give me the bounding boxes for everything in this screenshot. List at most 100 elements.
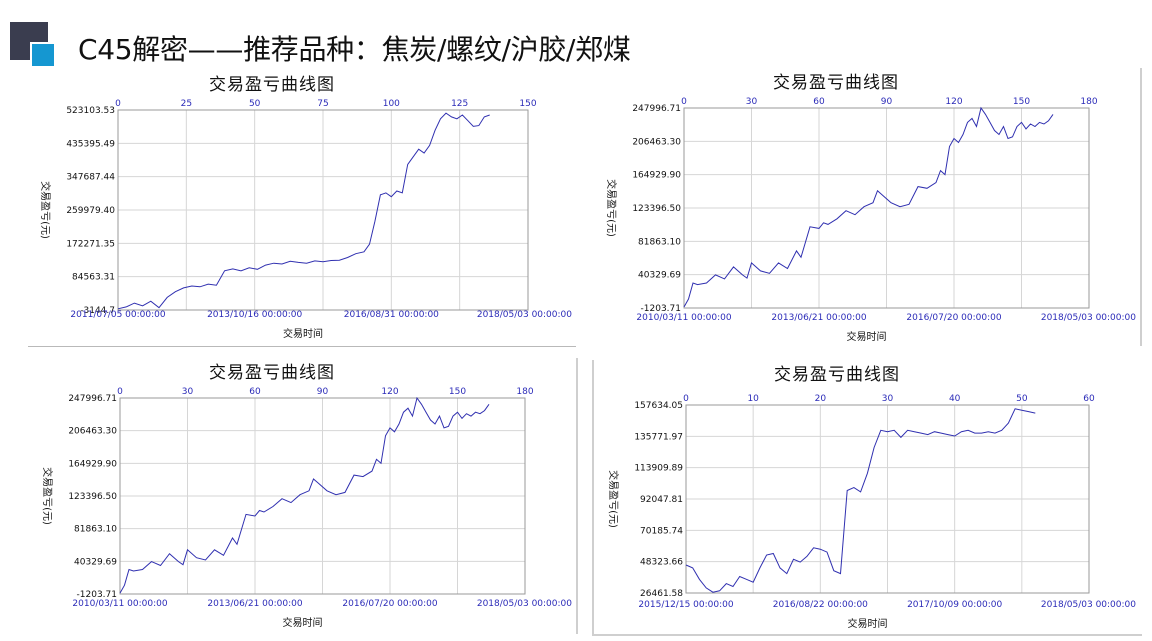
chart-panel-3: 交易盈亏曲线图 0 30 60 90 120 150 180 -1203.71 40329.69 8… <box>28 358 578 634</box>
x-axis-date-label: 2017/10/09 00:00:00 <box>907 600 1002 610</box>
y-axis-tick-label: 164929.90 <box>632 171 681 181</box>
y-axis-tick-label: 135771.97 <box>634 432 683 442</box>
y-axis-tick-label: 157634.05 <box>634 401 683 411</box>
chart-panel-2: 交易盈亏曲线图 0 30 60 90 120 150 180 -1203.71 40329.69 8… <box>592 68 1142 346</box>
x-axis-date-label: 2011/07/05 00:00:00 <box>70 310 165 320</box>
y-axis-label: 交易盈亏(元) <box>39 181 52 239</box>
chart-title: 交易盈亏曲线图 <box>209 75 335 95</box>
chart-panel-1: 交易盈亏曲线图 0 25 50 75 100 125 150 -3144.7 84563.31 17… <box>28 70 576 347</box>
x-axis-date-label: 2016/07/20 00:00:00 <box>906 313 1001 323</box>
y-axis-tick-label: 81863.10 <box>638 237 681 247</box>
top-axis-tick-label: 150 <box>449 387 466 397</box>
top-axis-tick-label: 180 <box>516 387 533 397</box>
y-axis-tick-label: 164929.90 <box>68 459 117 469</box>
chart-title: 交易盈亏曲线图 <box>774 365 900 385</box>
title-logo <box>10 22 58 70</box>
y-axis-tick-label: 247996.71 <box>68 394 117 404</box>
y-axis-tick-label: 172271.35 <box>66 239 115 249</box>
y-axis-tick-label: 206463.30 <box>632 137 681 147</box>
top-axis-tick-label: 0 <box>681 97 687 107</box>
y-axis-label: 交易盈亏(元) <box>605 179 618 237</box>
top-axis-tick-label: 60 <box>249 387 261 397</box>
y-axis-tick-label: 347687.44 <box>66 173 115 183</box>
x-axis-label: 交易时间 <box>848 617 888 630</box>
y-axis-tick-label: 259979.40 <box>66 206 115 216</box>
top-axis-tick-label: 125 <box>451 99 468 109</box>
x-axis-date-label: 2016/08/22 00:00:00 <box>773 600 868 610</box>
series-line <box>685 408 1036 593</box>
x-axis-date-label: 2010/03/11 00:00:00 <box>636 313 731 323</box>
y-axis-tick-label: 40329.69 <box>638 271 681 281</box>
y-axis-tick-label: 26461.58 <box>640 589 683 599</box>
top-axis-tick-label: 60 <box>813 97 825 107</box>
chart-panel-4: 交易盈亏曲线图 0 10 20 30 40 50 60 26461.58 48323.66 7018… <box>592 360 1142 636</box>
y-axis-tick-label: -1203.71 <box>641 304 681 314</box>
x-axis-date-label: 2016/08/31 00:00:00 <box>344 310 439 320</box>
y-axis-tick-label: 247996.71 <box>632 104 681 114</box>
x-axis-label: 交易时间 <box>283 616 323 629</box>
top-axis-tick-label: 150 <box>519 99 536 109</box>
y-axis-tick-label: 523103.53 <box>66 106 115 116</box>
page-title: C45解密——推荐品种：焦炭/螺纹/沪胶/郑煤 <box>78 33 631 66</box>
top-axis-tick-label: 120 <box>381 387 398 397</box>
top-axis-tick-label: 75 <box>317 99 328 109</box>
chart-title: 交易盈亏曲线图 <box>773 73 899 93</box>
y-axis-tick-label: 48323.66 <box>640 558 683 568</box>
x-axis-date-label: 2018/05/03 00:00:00 <box>1041 600 1136 610</box>
x-axis-date-label: 2018/05/03 00:00:00 <box>477 599 572 609</box>
y-axis-tick-label: 435395.49 <box>66 139 115 149</box>
top-axis-tick-label: 150 <box>1013 97 1030 107</box>
y-axis-label: 交易盈亏(元) <box>607 470 620 528</box>
y-axis-tick-label: -3144.7 <box>80 306 115 316</box>
top-axis-tick-label: 120 <box>945 97 962 107</box>
x-axis-label: 交易时间 <box>283 327 323 340</box>
y-axis-tick-label: 113909.89 <box>634 464 683 474</box>
top-axis-tick-label: 30 <box>882 394 894 404</box>
y-axis-label: 交易盈亏(元) <box>41 467 54 525</box>
top-axis-tick-label: 20 <box>815 394 827 404</box>
logo-blue-square <box>30 42 56 68</box>
y-axis-tick-label: 81863.10 <box>74 525 117 535</box>
chart-3: 交易盈亏曲线图 0 30 60 90 120 150 180 -1203.71 40329.69 8… <box>41 363 572 629</box>
top-axis-tick-label: 0 <box>117 387 123 397</box>
y-axis-tick-label: 84563.31 <box>72 273 115 283</box>
y-axis-tick-label: 123396.50 <box>68 492 117 502</box>
top-axis-tick-label: 50 <box>249 99 261 109</box>
top-axis-tick-label: 180 <box>1080 97 1097 107</box>
top-axis-tick-label: 40 <box>949 394 961 404</box>
chart-4: 交易盈亏曲线图 0 10 20 30 40 50 60 26461.58 48323.66 7018… <box>607 365 1136 630</box>
x-axis-date-label: 2013/06/21 00:00:00 <box>771 313 866 323</box>
x-axis-date-label: 2015/12/15 00:00:00 <box>638 600 733 610</box>
x-axis-date-label: 2013/06/21 00:00:00 <box>207 599 302 609</box>
y-axis-tick-label: 123396.50 <box>632 204 681 214</box>
top-axis-tick-label: 60 <box>1083 394 1095 404</box>
plot-frame <box>685 404 1090 594</box>
series-line <box>683 106 1054 308</box>
x-axis-date-label: 2018/05/03 00:00:00 <box>477 310 572 320</box>
top-axis-tick-label: 10 <box>747 394 759 404</box>
y-axis-tick-label: -1203.71 <box>77 590 117 600</box>
plot-frame <box>119 397 526 595</box>
top-axis-tick-label: 0 <box>683 394 689 404</box>
chart-2: 交易盈亏曲线图 0 30 60 90 120 150 180 -1203.71 40329.69 8… <box>605 73 1136 343</box>
y-axis-tick-label: 206463.30 <box>68 427 117 437</box>
top-axis-tick-label: 100 <box>383 99 400 109</box>
x-axis-label: 交易时间 <box>847 330 887 343</box>
plot-frame <box>683 107 1090 309</box>
y-axis-tick-label: 92047.81 <box>640 495 683 505</box>
y-axis-tick-label: 40329.69 <box>74 557 117 567</box>
series-line <box>117 112 490 310</box>
top-axis-tick-label: 90 <box>881 97 893 107</box>
x-axis-date-label: 2018/05/03 00:00:00 <box>1041 313 1136 323</box>
x-axis-date-label: 2010/03/11 00:00:00 <box>72 599 167 609</box>
top-axis-tick-label: 0 <box>115 99 121 109</box>
top-axis-tick-label: 30 <box>746 97 758 107</box>
top-axis-tick-label: 30 <box>182 387 194 397</box>
top-axis-tick-label: 25 <box>181 99 192 109</box>
plot-frame <box>117 109 529 311</box>
x-axis-date-label: 2016/07/20 00:00:00 <box>342 599 437 609</box>
top-axis-tick-label: 90 <box>317 387 329 397</box>
top-axis-tick-label: 50 <box>1016 394 1028 404</box>
series-line <box>119 396 490 594</box>
chart-1: 交易盈亏曲线图 0 25 50 75 100 125 150 -3144.7 84563.31 17… <box>39 75 572 340</box>
